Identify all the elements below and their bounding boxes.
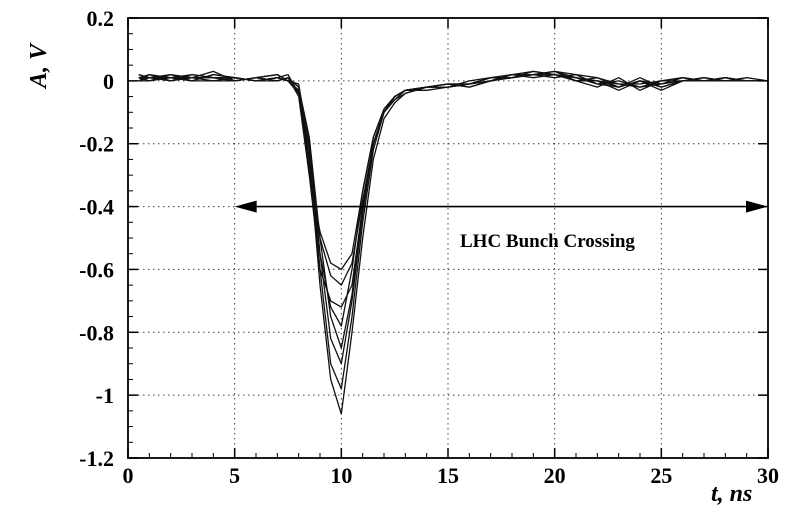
trace-line-4: [138, 70, 768, 349]
x-tick-label: 10: [330, 463, 352, 488]
trace-line-7: [138, 73, 768, 286]
x-tick-label: 30: [757, 463, 779, 488]
bunch-crossing-annotation: LHC Bunch Crossing: [234, 200, 768, 252]
y-tick-label: -1: [96, 383, 114, 408]
y-tick-label: -1.2: [79, 446, 114, 471]
trace-line-5: [138, 73, 768, 327]
x-axis-label: t, ns: [711, 481, 752, 507]
y-axis-label: A, V: [26, 42, 52, 90]
y-tick-label: -0.6: [79, 257, 114, 282]
trace-series: [138, 70, 769, 415]
trace-line-6: [138, 70, 768, 308]
arrow-head-right: [746, 200, 768, 213]
y-tick-label: -0.2: [79, 132, 114, 157]
y-tick-label: 0: [103, 69, 114, 94]
trace-line-1: [138, 70, 768, 415]
arrow-head-left: [234, 200, 257, 213]
trace-line-3: [138, 70, 768, 365]
y-tick-label: 0.2: [87, 6, 115, 31]
trace-line-8: [138, 70, 768, 271]
trace-line-2: [138, 70, 769, 390]
bunch-crossing-label: LHC Bunch Crossing: [460, 231, 635, 252]
x-tick-label: 25: [650, 463, 672, 488]
axis-ticks: 0 5 10 15 20 25 30 0.2 0 -0.2 -0.4 -0.6 -0.8 -1 -1.2: [79, 6, 779, 488]
x-tick-label: 0: [123, 463, 134, 488]
x-tick-label: 5: [229, 463, 240, 488]
y-tick-label: -0.4: [79, 195, 114, 220]
x-tick-label: 20: [544, 463, 566, 488]
y-tick-label: -0.8: [79, 320, 114, 345]
x-tick-label: 15: [437, 463, 459, 488]
